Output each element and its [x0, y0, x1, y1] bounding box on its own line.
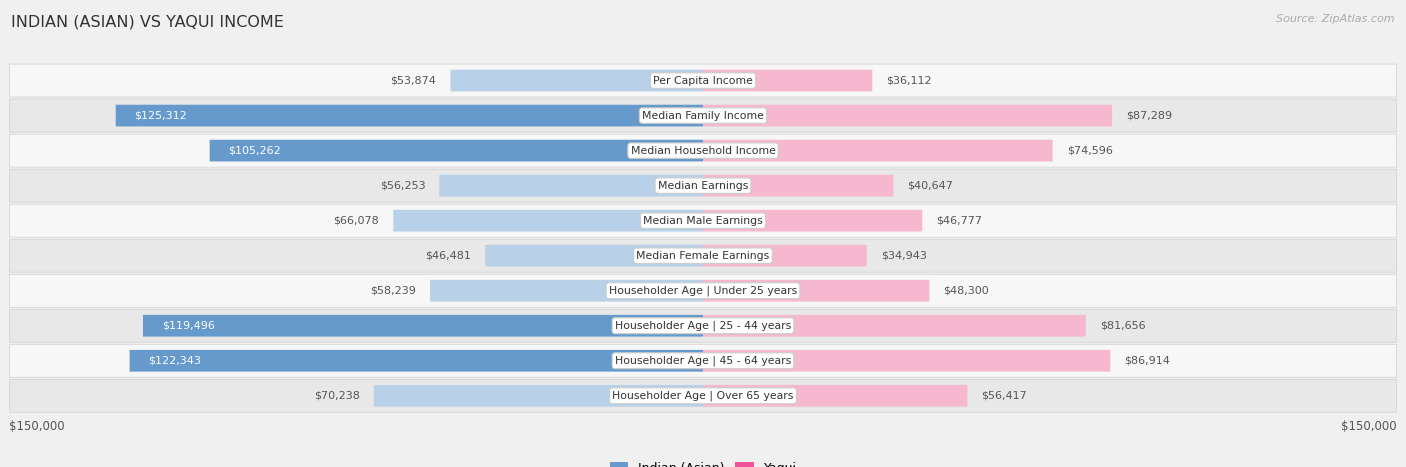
FancyBboxPatch shape [10, 309, 1396, 342]
FancyBboxPatch shape [485, 245, 703, 267]
Text: INDIAN (ASIAN) VS YAQUI INCOME: INDIAN (ASIAN) VS YAQUI INCOME [11, 14, 284, 29]
Text: Householder Age | Under 25 years: Householder Age | Under 25 years [609, 285, 797, 296]
FancyBboxPatch shape [703, 385, 967, 407]
Text: Householder Age | 45 - 64 years: Householder Age | 45 - 64 years [614, 355, 792, 366]
FancyBboxPatch shape [703, 280, 929, 302]
Text: $56,417: $56,417 [981, 391, 1028, 401]
Text: Per Capita Income: Per Capita Income [652, 76, 754, 85]
FancyBboxPatch shape [430, 280, 703, 302]
Text: $36,112: $36,112 [886, 76, 932, 85]
Text: $46,481: $46,481 [425, 251, 471, 261]
FancyBboxPatch shape [10, 239, 1396, 272]
FancyBboxPatch shape [10, 379, 1396, 412]
FancyBboxPatch shape [703, 70, 872, 92]
Text: $122,343: $122,343 [149, 356, 201, 366]
Text: $34,943: $34,943 [880, 251, 927, 261]
Text: $56,253: $56,253 [380, 181, 425, 191]
Text: $66,078: $66,078 [333, 216, 380, 226]
FancyBboxPatch shape [374, 385, 703, 407]
Text: Median Male Earnings: Median Male Earnings [643, 216, 763, 226]
Text: Source: ZipAtlas.com: Source: ZipAtlas.com [1277, 14, 1395, 24]
Text: $105,262: $105,262 [228, 146, 281, 156]
Text: $40,647: $40,647 [907, 181, 953, 191]
FancyBboxPatch shape [10, 344, 1396, 377]
FancyBboxPatch shape [10, 99, 1396, 132]
Text: Median Female Earnings: Median Female Earnings [637, 251, 769, 261]
FancyBboxPatch shape [703, 175, 893, 197]
Text: $81,656: $81,656 [1099, 321, 1146, 331]
FancyBboxPatch shape [394, 210, 703, 232]
Text: Householder Age | Over 65 years: Householder Age | Over 65 years [612, 390, 794, 401]
Text: $53,874: $53,874 [391, 76, 436, 85]
FancyBboxPatch shape [129, 350, 703, 372]
Text: Householder Age | 25 - 44 years: Householder Age | 25 - 44 years [614, 320, 792, 331]
Text: $150,000: $150,000 [1341, 420, 1396, 432]
FancyBboxPatch shape [10, 64, 1396, 97]
Legend: Indian (Asian), Yaqui: Indian (Asian), Yaqui [605, 457, 801, 467]
FancyBboxPatch shape [450, 70, 703, 92]
FancyBboxPatch shape [10, 274, 1396, 307]
Text: $46,777: $46,777 [936, 216, 983, 226]
FancyBboxPatch shape [703, 350, 1111, 372]
Text: Median Family Income: Median Family Income [643, 111, 763, 120]
FancyBboxPatch shape [703, 105, 1112, 127]
Text: $125,312: $125,312 [135, 111, 187, 120]
FancyBboxPatch shape [703, 210, 922, 232]
FancyBboxPatch shape [10, 169, 1396, 202]
Text: $119,496: $119,496 [162, 321, 215, 331]
Text: $70,238: $70,238 [314, 391, 360, 401]
Text: Median Household Income: Median Household Income [630, 146, 776, 156]
Text: $87,289: $87,289 [1126, 111, 1173, 120]
FancyBboxPatch shape [703, 245, 866, 267]
FancyBboxPatch shape [10, 204, 1396, 237]
FancyBboxPatch shape [209, 140, 703, 162]
Text: $74,596: $74,596 [1067, 146, 1112, 156]
Text: $86,914: $86,914 [1125, 356, 1170, 366]
FancyBboxPatch shape [703, 315, 1085, 337]
FancyBboxPatch shape [115, 105, 703, 127]
Text: $58,239: $58,239 [370, 286, 416, 296]
FancyBboxPatch shape [439, 175, 703, 197]
Text: Median Earnings: Median Earnings [658, 181, 748, 191]
Text: $48,300: $48,300 [943, 286, 990, 296]
FancyBboxPatch shape [143, 315, 703, 337]
FancyBboxPatch shape [10, 134, 1396, 167]
FancyBboxPatch shape [703, 140, 1053, 162]
Text: $150,000: $150,000 [10, 420, 65, 432]
